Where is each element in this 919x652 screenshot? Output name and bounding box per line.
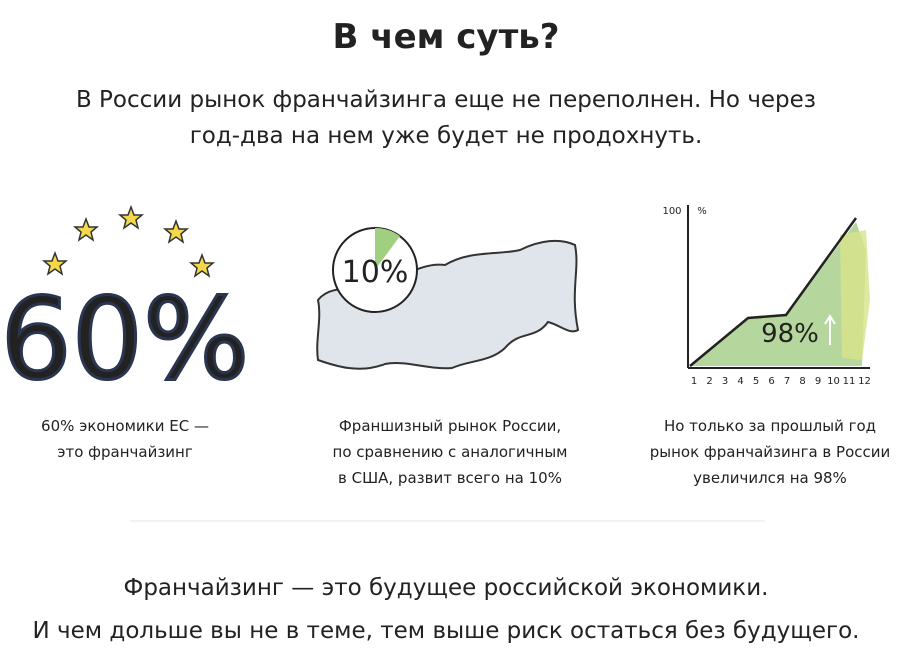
x-tick-label: 11 xyxy=(843,376,856,387)
chart-figure: 98% xyxy=(761,319,819,349)
caption: по сравнению с аналогичным xyxy=(333,443,568,461)
growth-chart: 100 % 98% 1 2 3 4 5 6 7 8 9 10 11 12 xyxy=(662,205,871,387)
title: В чем суть? xyxy=(332,17,559,57)
intro-line: год-два на нем уже будет не продохнуть. xyxy=(190,123,703,149)
x-tick-label: 5 xyxy=(753,376,759,387)
arrow xyxy=(824,314,836,345)
caption: увеличился на 98% xyxy=(693,469,847,487)
highlight xyxy=(840,230,870,360)
map xyxy=(316,239,580,370)
axis-unit: % xyxy=(697,206,707,217)
caption: это франчайзинг xyxy=(57,443,193,461)
caption: Франшизный рынок России, xyxy=(339,417,561,435)
x-tick-label: 2 xyxy=(706,376,712,387)
footer-line: Франчайзинг — это будущее российской эко… xyxy=(124,575,769,601)
circle-figure: 10% xyxy=(342,255,409,290)
x-tick-label: 4 xyxy=(737,376,743,387)
growth-line xyxy=(689,217,858,367)
big-figure: 60% xyxy=(1,275,250,405)
intro-line: В России рынок франчайзинга еще не переп… xyxy=(76,87,816,113)
caption: в США, развит всего на 10% xyxy=(338,469,562,487)
caption: Но только за прошлый год xyxy=(664,417,876,435)
x-tick-label: 3 xyxy=(722,376,728,387)
stars xyxy=(41,204,216,278)
x-tick-label: 10 xyxy=(827,376,840,387)
x-tick-label: 8 xyxy=(799,376,805,387)
caption: 60% экономики ЕС — xyxy=(41,417,209,435)
x-tick-label: 12 xyxy=(858,376,871,387)
x-tick-label: 7 xyxy=(784,376,790,387)
x-tick-label: 9 xyxy=(815,376,821,387)
x-tick-label: 6 xyxy=(768,376,774,387)
pie-wedge xyxy=(375,227,400,270)
footer-line: И чем дольше вы не в теме, тем выше риск… xyxy=(33,618,860,644)
caption: рынок франчайзинга в России xyxy=(650,443,891,461)
axis-top: 100 xyxy=(662,206,681,217)
x-tick-label: 1 xyxy=(691,376,697,387)
